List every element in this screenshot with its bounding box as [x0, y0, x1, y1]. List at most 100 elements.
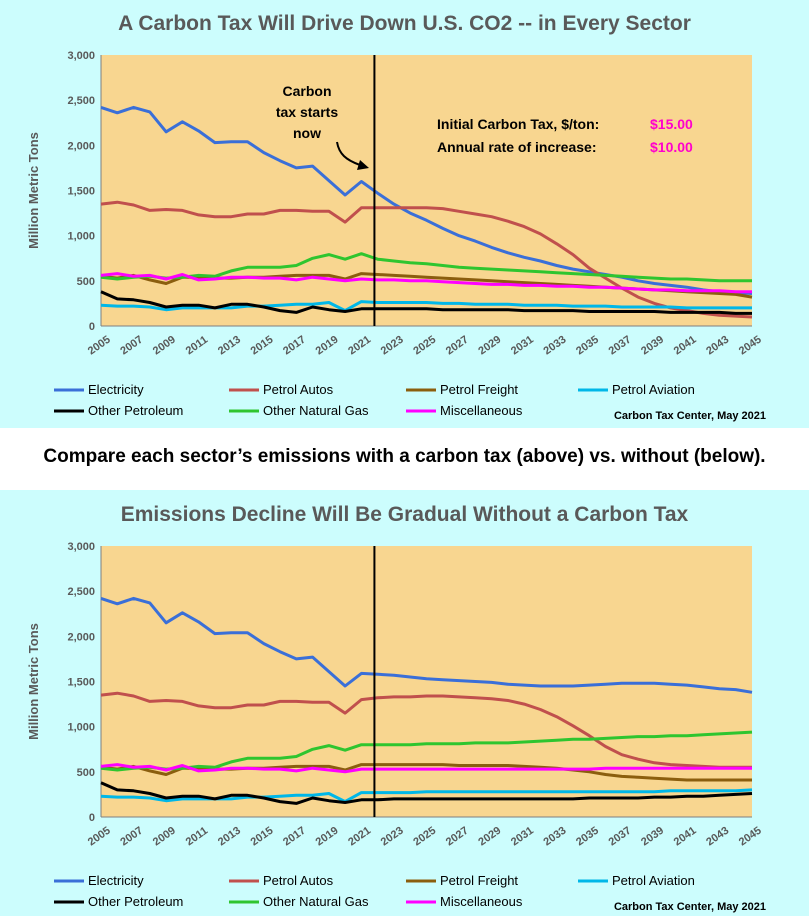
plot-area — [101, 55, 752, 326]
chart-title-bottom: Emissions Decline Will Be Gradual Withou… — [120, 503, 689, 526]
x-tick-label: 2025 — [411, 334, 438, 358]
x-tick-label: 2029 — [476, 825, 503, 849]
legend-label-electricity: Electricity — [88, 382, 144, 397]
y-tick-label: 0 — [89, 321, 95, 333]
x-tick-label: 2045 — [737, 334, 764, 358]
x-tick-label: 2031 — [509, 334, 536, 358]
legend-label-petrol-aviation: Petrol Aviation — [612, 873, 695, 888]
x-tick-label: 2017 — [281, 825, 308, 849]
x-tick-label: 2005 — [86, 825, 113, 849]
x-tick-label: 2037 — [607, 825, 634, 849]
x-tick-label: 2005 — [86, 334, 113, 358]
x-tick-label: 2027 — [444, 334, 471, 358]
x-tick-label: 2043 — [704, 825, 731, 849]
chart-panel-bottom: Emissions Decline Will Be Gradual Withou… — [0, 490, 809, 916]
x-tick-label: 2013 — [216, 825, 243, 849]
carbon-note-arrow — [336, 141, 361, 166]
x-tick-label: 2043 — [704, 334, 731, 358]
x-tick-label: 2035 — [574, 334, 601, 358]
y-tick-label: 500 — [77, 276, 95, 288]
series-line-other-natural-gas — [100, 730, 753, 772]
series-line-petrol-autos — [100, 200, 753, 319]
carbon-tax-note-line: tax starts — [276, 104, 338, 120]
y-tick-label: 2,000 — [67, 631, 95, 643]
x-tick-label: 2017 — [281, 334, 308, 358]
series-line-other-petroleum — [100, 290, 752, 315]
x-tick-label: 2033 — [542, 334, 569, 358]
chart-credit: Carbon Tax Center, May 2021 — [614, 901, 766, 913]
initial-tax-label: Initial Carbon Tax, $/ton: — [437, 116, 599, 132]
legend-label-petrol-freight: Petrol Freight — [440, 873, 518, 888]
carbon-tax-note-line: Carbon — [283, 83, 332, 99]
rate-increase-label: Annual rate of increase: — [437, 139, 597, 155]
carbon-tax-note-line: now — [293, 125, 321, 141]
y-tick-label: 2,500 — [67, 586, 95, 598]
x-tick-label: 2021 — [346, 825, 373, 849]
x-tick-label: 2019 — [314, 334, 341, 358]
chart-panel-top: A Carbon Tax Will Drive Down U.S. CO2 --… — [0, 0, 809, 428]
chart-svg-top: 0 500 1,000 1,500 2,000 2,500 3,000 2005 2007 200… — [26, 50, 766, 422]
legend-label-other-petroleum: Other Petroleum — [88, 894, 183, 909]
x-tick-label: 2015 — [249, 825, 276, 849]
legend-label-other-petroleum: Other Petroleum — [88, 403, 183, 418]
series-line-other-petroleum — [100, 781, 753, 805]
legend-label-petrol-freight: Petrol Freight — [440, 382, 518, 397]
legend-label-petrol-autos: Petrol Autos — [263, 873, 334, 888]
x-tick-label: 2021 — [346, 334, 373, 358]
y-tick-label: 2,000 — [67, 140, 95, 152]
series-line-miscellaneous — [100, 763, 752, 774]
legend-label-petrol-autos: Petrol Autos — [263, 382, 334, 397]
y-tick-label: 1,000 — [67, 231, 95, 243]
x-tick-label: 2035 — [574, 825, 601, 849]
x-tick-label: 2011 — [184, 825, 210, 849]
x-tick-label: 2025 — [411, 825, 438, 849]
x-tick-label: 2023 — [379, 334, 406, 358]
y-tick-label: 1,500 — [67, 186, 95, 198]
legend-label-electricity: Electricity — [88, 873, 144, 888]
chart-credit: Carbon Tax Center, May 2021 — [614, 410, 766, 422]
x-tick-label: 2007 — [118, 825, 145, 849]
legend-label-petrol-aviation: Petrol Aviation — [612, 382, 695, 397]
legend-label-other-natural-gas: Other Natural Gas — [263, 403, 369, 418]
x-tick-label: 2015 — [249, 334, 276, 358]
x-tick-label: 2045 — [737, 825, 764, 849]
series-line-electricity — [100, 596, 753, 694]
x-tick-label: 2041 — [672, 334, 699, 358]
x-tick-label: 2027 — [444, 825, 471, 849]
legend-label-miscellaneous: Miscellaneous — [440, 894, 523, 909]
legend-label-other-natural-gas: Other Natural Gas — [263, 894, 369, 909]
chart-svg-bottom: 0 500 1,000 1,500 2,000 2,500 3,000 2005 2007 200… — [26, 541, 766, 913]
series-line-electricity — [100, 105, 753, 295]
carbon-note-arrowhead — [357, 160, 369, 170]
y-tick-label: 3,000 — [67, 541, 95, 553]
x-tick-label: 2013 — [216, 334, 243, 358]
y-tick-label: 3,000 — [67, 50, 95, 62]
y-tick-label: 2,500 — [67, 95, 95, 107]
x-tick-label: 2023 — [379, 825, 406, 849]
y-axis-label: Million Metric Tons — [26, 623, 41, 740]
x-tick-label: 2039 — [639, 825, 666, 849]
series-line-miscellaneous — [100, 272, 752, 294]
x-tick-label: 2031 — [509, 825, 536, 849]
y-tick-label: 0 — [89, 812, 95, 824]
x-tick-label: 2041 — [672, 825, 699, 849]
y-tick-label: 500 — [77, 767, 95, 779]
y-tick-label: 1,000 — [67, 722, 95, 734]
comparison-caption: Compare each sector’s emissions with a c… — [43, 446, 766, 467]
x-tick-label: 2009 — [151, 334, 178, 358]
x-tick-label: 2033 — [542, 825, 569, 849]
plot-area — [101, 546, 752, 817]
y-axis-label: Million Metric Tons — [26, 132, 41, 249]
series-line-petrol-autos — [100, 691, 752, 769]
x-tick-label: 2007 — [118, 334, 145, 358]
initial-tax-value: $15.00 — [650, 116, 693, 132]
x-tick-label: 2011 — [184, 334, 210, 358]
series-line-other-natural-gas — [100, 252, 752, 283]
x-tick-label: 2019 — [314, 825, 341, 849]
x-tick-label: 2039 — [639, 334, 666, 358]
x-tick-label: 2029 — [476, 334, 503, 358]
legend-label-miscellaneous: Miscellaneous — [440, 403, 523, 418]
x-tick-label: 2009 — [151, 825, 178, 849]
chart-title-top: A Carbon Tax Will Drive Down U.S. CO2 --… — [118, 12, 691, 35]
x-tick-label: 2037 — [607, 334, 634, 358]
